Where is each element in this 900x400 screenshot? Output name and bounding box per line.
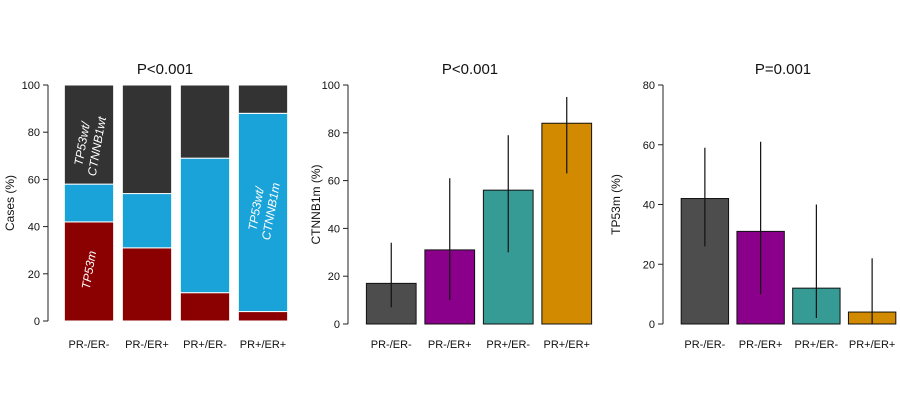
- chart-panel-stacked: P<0.001 Cases (%) 0 20 40 60 80 100 PR-/ER- PR-/E…: [3, 61, 289, 351]
- y-axis-label: TP53m (%): [609, 174, 623, 235]
- y-tick-label: 0: [649, 319, 655, 331]
- y-tick-label: 60: [28, 174, 40, 186]
- category-label: PR+/ER+: [240, 339, 286, 351]
- category-label: PR+/ER-: [795, 339, 839, 351]
- stacked-bar-segment: [237, 112, 289, 313]
- y-tick-label: 100: [22, 80, 40, 92]
- y-tick-label: 60: [328, 176, 340, 188]
- category-label: PR+/ER-: [486, 339, 530, 351]
- stacked-bar-segment: [179, 157, 231, 294]
- category-label: PR-/ER-: [371, 339, 412, 351]
- chart-title: P=0.001: [755, 61, 811, 78]
- y-axis-label: CTNNB1m (%): [309, 164, 323, 244]
- category-label: PR-/ER-: [684, 339, 725, 351]
- category-label: PR-/ER-: [69, 339, 110, 351]
- stacked-bar-segment: [63, 183, 115, 223]
- stacked-bar-segment: [121, 247, 173, 322]
- chart-panel-tp53: P=0.001 TP53m (%) 0 20 40 60 80 PR-/ER- PR-/ER+ P…: [609, 61, 897, 351]
- stacked-bar-segment: [121, 193, 173, 249]
- y-tick-label: 0: [34, 316, 40, 328]
- y-axis-label: Cases (%): [3, 175, 17, 231]
- y-tick-label: 20: [328, 271, 340, 283]
- y-tick-label: 20: [28, 269, 40, 281]
- series-label: TP53m: [79, 250, 100, 291]
- series-label-line: TP53m: [79, 250, 100, 291]
- category-label: PR-/ER+: [739, 339, 783, 351]
- chart-title: P<0.001: [137, 61, 193, 78]
- category-label: PR-/ER+: [125, 339, 169, 351]
- chart-panel-ctnnb1: P<0.001 CTNNB1m (%) 0 20 40 60 80 100 PR-/ER- PR-…: [309, 61, 593, 351]
- stacked-bar-segment: [63, 221, 115, 322]
- y-tick-label: 80: [28, 127, 40, 139]
- stacked-bar-segment: [121, 84, 173, 195]
- y-tick-label: 20: [643, 259, 655, 271]
- y-tick-label: 0: [334, 319, 340, 331]
- y-tick-label: 40: [643, 200, 655, 212]
- category-label: PR+/ER-: [183, 339, 227, 351]
- stacked-bar-segment: [237, 311, 289, 322]
- category-label: PR-/ER+: [428, 339, 472, 351]
- category-label: PR+/ER+: [849, 339, 895, 351]
- y-tick-label: 60: [643, 140, 655, 152]
- y-tick-label: 40: [28, 222, 40, 234]
- y-tick-label: 80: [643, 80, 655, 92]
- stacked-bar-segment: [237, 84, 289, 114]
- y-tick-label: 100: [322, 80, 340, 92]
- stacked-bar-segment: [179, 84, 231, 159]
- y-tick-label: 40: [328, 223, 340, 235]
- chart-title: P<0.001: [442, 61, 498, 78]
- stacked-bar-segment: [63, 84, 115, 185]
- stacked-bar-segment: [179, 292, 231, 322]
- category-label: PR+/ER+: [544, 339, 590, 351]
- y-tick-label: 80: [328, 128, 340, 140]
